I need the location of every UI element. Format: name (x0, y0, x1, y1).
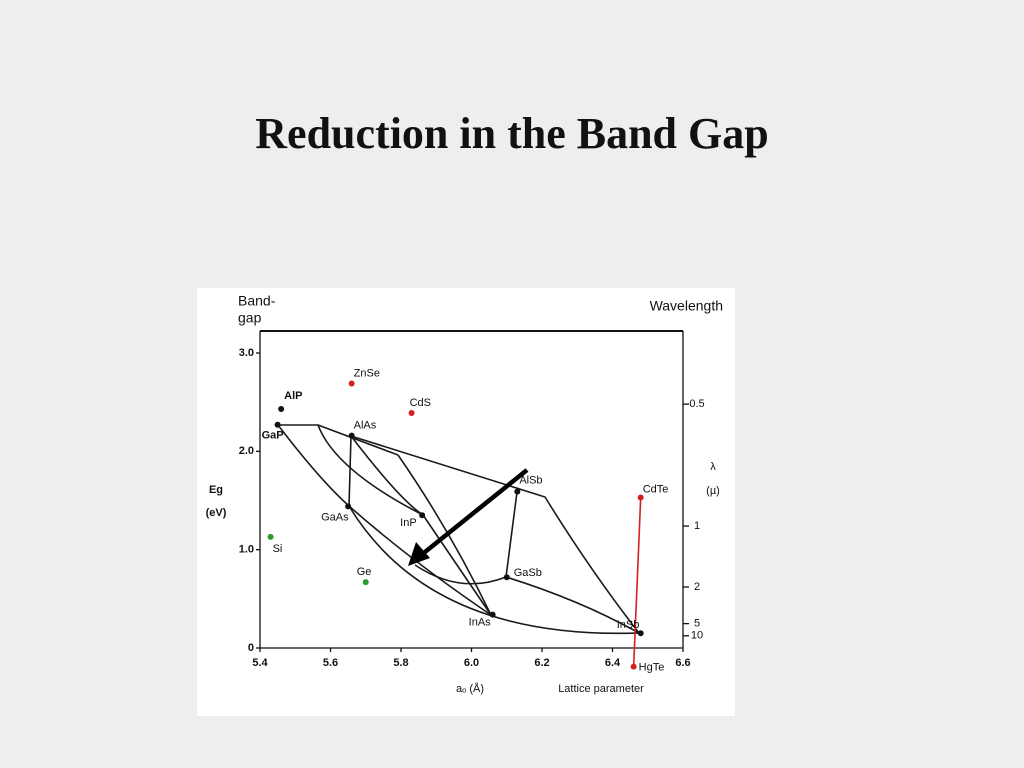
point-label: InAs (469, 616, 492, 628)
data-point (267, 533, 274, 540)
point-label: GaSb (514, 567, 542, 579)
x-tick-label: 6.4 (605, 657, 621, 669)
y2-tick-label: 0.5 (689, 398, 704, 410)
curve (414, 564, 507, 585)
y-tick-label: 2.0 (239, 445, 254, 457)
point-label: AlP (284, 390, 302, 402)
point-label: InSb (617, 619, 640, 631)
point-label: HgTe (639, 662, 665, 674)
curve (277, 424, 350, 507)
data-point (345, 503, 352, 510)
curve (505, 491, 518, 578)
y2-tick-label: 1 (694, 520, 700, 532)
data-point (348, 432, 355, 439)
x-tick-label: 5.8 (393, 657, 408, 669)
alloy-line (632, 497, 642, 667)
point-label: AlAs (354, 420, 377, 432)
data-point (514, 488, 521, 495)
top-right-label: Wavelength (650, 298, 723, 314)
data-point (408, 409, 415, 416)
curve (348, 505, 640, 635)
y-axis-label: Eg (209, 484, 223, 496)
y-tick-label: 0 (248, 642, 254, 654)
y2-tick-label: 2 (694, 581, 700, 593)
point-label: GaP (262, 430, 284, 442)
data-point (274, 421, 281, 428)
data-point (503, 574, 510, 581)
x-axis-label: aₒ (Å) (456, 682, 484, 695)
data-point (630, 663, 637, 670)
x-tick-label: 6.6 (675, 657, 690, 669)
data-point (348, 380, 355, 387)
y2-tick-label: 5 (694, 618, 700, 630)
curve (350, 435, 424, 516)
x-tick-label: 6.0 (464, 657, 479, 669)
chart-background (197, 288, 735, 716)
y-tick-label: 1.0 (239, 544, 254, 556)
y-axis-label: (eV) (206, 507, 227, 519)
curve (278, 424, 424, 516)
arrow (408, 468, 529, 566)
y2-axis-label: λ (710, 461, 716, 473)
x-tick-label: 5.6 (323, 657, 338, 669)
arrow-shaft (418, 468, 529, 558)
point-label: Si (273, 543, 283, 555)
x-tick-label: 6.2 (534, 657, 549, 669)
top-left-label: gap (238, 310, 262, 326)
point-label: InP (400, 517, 417, 529)
slide-title: Reduction in the Band Gap (255, 109, 768, 158)
curve (348, 435, 352, 507)
curve (317, 424, 399, 456)
point-label: GaAs (321, 511, 349, 523)
x-axis-label-2: Lattice parameter (558, 683, 644, 695)
point-label: AlSb (519, 475, 542, 487)
x-tick-label: 5.4 (252, 657, 268, 669)
data-point (278, 406, 285, 413)
top-left-label: Band- (238, 293, 276, 309)
data-point (637, 630, 644, 637)
point-label: CdTe (643, 483, 669, 495)
point-label: ZnSe (354, 367, 380, 379)
data-point (637, 494, 644, 501)
point-label: Ge (357, 566, 372, 578)
data-point (419, 512, 426, 519)
point-label: CdS (410, 397, 431, 409)
data-point (489, 611, 496, 618)
arrow-head (408, 542, 430, 566)
curve (422, 514, 492, 616)
curve (505, 576, 640, 634)
y2-axis-label: (µ) (706, 485, 720, 497)
data-point (362, 579, 369, 586)
y2-tick-label: 10 (691, 630, 703, 642)
y-tick-label: 3.0 (239, 347, 254, 359)
curve (350, 435, 640, 634)
